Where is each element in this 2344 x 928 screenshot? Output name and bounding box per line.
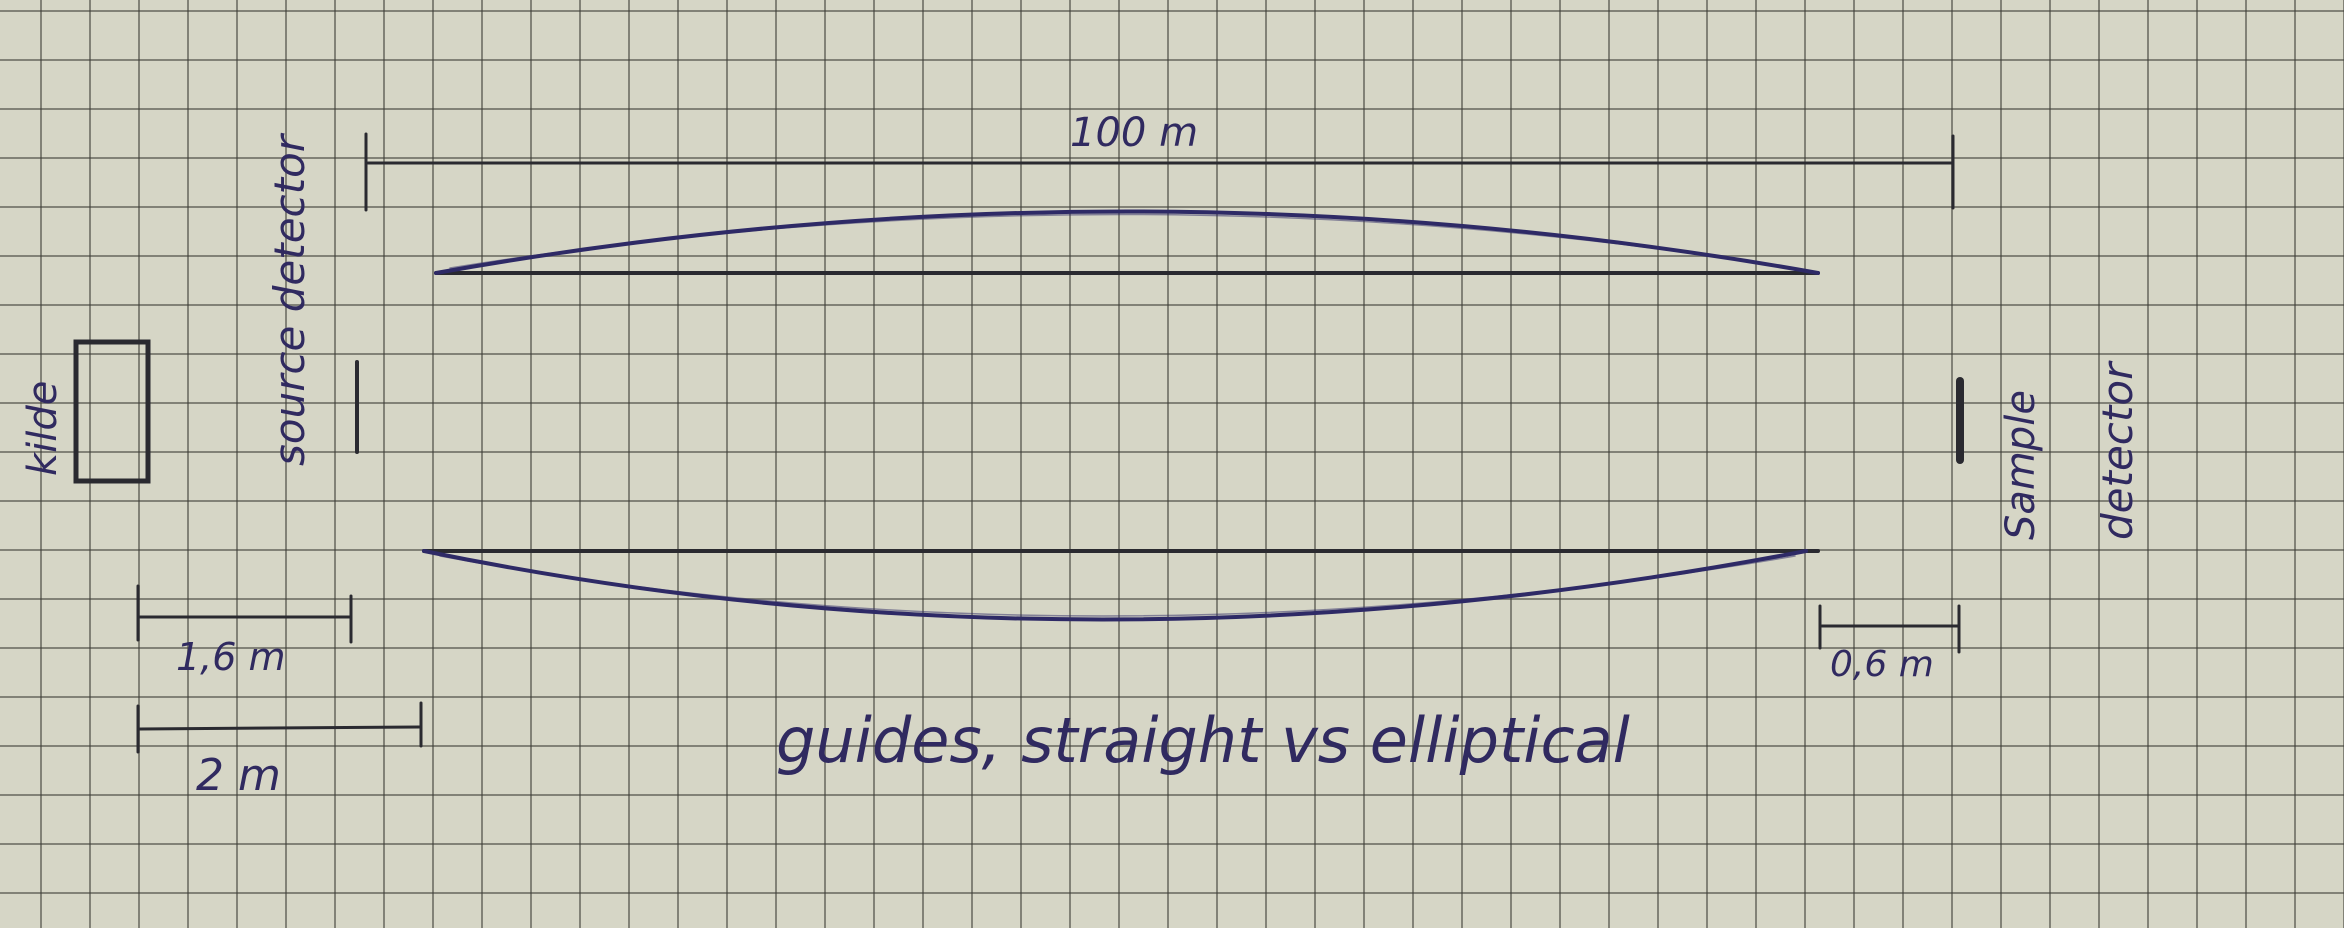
guide-length-label: 100 m [1070, 110, 1198, 156]
gap2-label: 2 m [196, 750, 281, 801]
upper-elliptical-shading [449, 213, 1806, 271]
lower-elliptical-shading [439, 555, 1796, 617]
source-box-label: kilde [20, 381, 66, 476]
sample-detector-label-line1: Sample [1998, 390, 2044, 540]
source-box [73, 339, 151, 484]
sample-detector-label-line2: detector [2093, 360, 2142, 540]
gap1-label: 1,6 m [176, 635, 286, 679]
sample-gap-label: 0,6 m [1830, 644, 1934, 685]
gap2-dimension-line [138, 725, 422, 731]
source-detector-label: source detector [265, 132, 314, 466]
caption: guides, straight vs elliptical [776, 704, 1630, 777]
